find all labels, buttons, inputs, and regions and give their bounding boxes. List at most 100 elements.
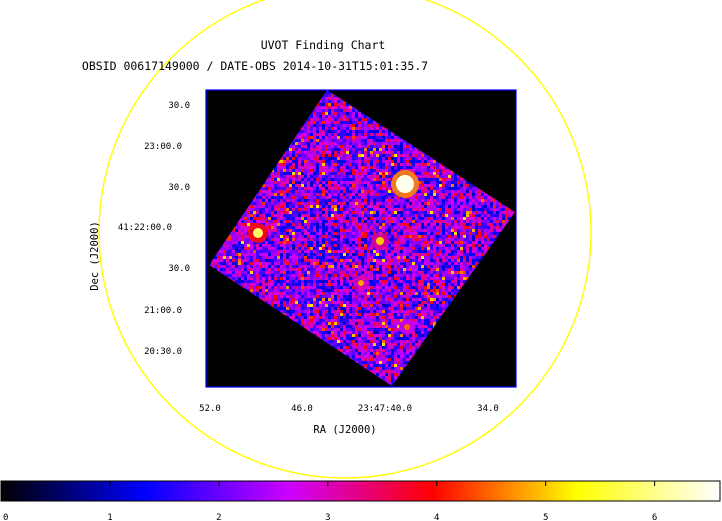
- noise-pixel: [283, 187, 286, 190]
- noise-pixel: [352, 217, 355, 220]
- noise-pixel: [316, 121, 319, 124]
- noise-pixel: [355, 151, 358, 154]
- noise-pixel: [334, 226, 337, 229]
- noise-pixel: [439, 190, 442, 193]
- noise-pixel: [352, 106, 355, 109]
- noise-pixel: [310, 190, 313, 193]
- noise-pixel: [316, 220, 319, 223]
- noise-pixel: [394, 151, 397, 154]
- noise-pixel: [472, 223, 475, 226]
- noise-pixel: [508, 217, 511, 220]
- noise-pixel: [448, 205, 451, 208]
- noise-pixel: [493, 226, 496, 229]
- noise-pixel: [337, 160, 340, 163]
- noise-pixel: [415, 205, 418, 208]
- noise-pixel: [277, 223, 280, 226]
- noise-pixel: [373, 229, 376, 232]
- noise-pixel: [403, 205, 406, 208]
- noise-pixel: [283, 217, 286, 220]
- noise-pixel: [331, 217, 334, 220]
- noise-pixel: [328, 223, 331, 226]
- noise-pixel: [277, 205, 280, 208]
- noise-pixel: [376, 145, 379, 148]
- noise-pixel: [352, 184, 355, 187]
- noise-pixel: [256, 199, 259, 202]
- noise-pixel: [385, 157, 388, 160]
- noise-pixel: [313, 142, 316, 145]
- noise-pixel: [454, 196, 457, 199]
- noise-pixel: [427, 217, 430, 220]
- noise-pixel: [343, 166, 346, 169]
- noise-pixel: [451, 214, 454, 217]
- noise-pixel: [301, 142, 304, 145]
- noise-pixel: [259, 220, 262, 223]
- noise-pixel: [430, 211, 433, 214]
- noise-pixel: [361, 214, 364, 217]
- noise-pixel: [385, 220, 388, 223]
- noise-pixel: [271, 211, 274, 214]
- noise-pixel: [334, 118, 337, 121]
- noise-pixel: [247, 226, 250, 229]
- noise-pixel: [274, 172, 277, 175]
- noise-pixel: [448, 181, 451, 184]
- noise-pixel: [460, 223, 463, 226]
- noise-pixel: [421, 190, 424, 193]
- noise-pixel: [337, 142, 340, 145]
- noise-pixel: [337, 178, 340, 181]
- noise-pixel: [367, 136, 370, 139]
- noise-pixel: [283, 205, 286, 208]
- noise-pixel: [364, 175, 367, 178]
- noise-pixel: [367, 178, 370, 181]
- noise-pixel: [361, 226, 364, 229]
- noise-pixel: [496, 220, 499, 223]
- noise-pixel: [334, 199, 337, 202]
- noise-pixel: [436, 208, 439, 211]
- noise-pixel: [385, 208, 388, 211]
- noise-pixel: [442, 178, 445, 181]
- noise-pixel: [256, 193, 259, 196]
- noise-pixel: [367, 181, 370, 184]
- noise-pixel: [334, 133, 337, 136]
- noise-pixel: [298, 175, 301, 178]
- noise-pixel: [337, 118, 340, 121]
- noise-pixel: [367, 190, 370, 193]
- noise-pixel: [439, 211, 442, 214]
- noise-pixel: [298, 190, 301, 193]
- noise-pixel: [385, 151, 388, 154]
- noise-pixel: [325, 100, 328, 103]
- noise-pixel: [301, 184, 304, 187]
- noise-pixel: [379, 178, 382, 181]
- noise-pixel: [235, 229, 238, 232]
- noise-pixel: [460, 208, 463, 211]
- noise-pixel: [370, 187, 373, 190]
- noise-pixel: [268, 190, 271, 193]
- noise-pixel: [379, 208, 382, 211]
- noise-pixel: [286, 157, 289, 160]
- noise-pixel: [439, 217, 442, 220]
- noise-pixel: [436, 226, 439, 229]
- noise-pixel: [493, 202, 496, 205]
- noise-pixel: [298, 196, 301, 199]
- noise-pixel: [280, 187, 283, 190]
- noise-pixel: [352, 196, 355, 199]
- noise-pixel: [418, 226, 421, 229]
- noise-pixel: [295, 175, 298, 178]
- noise-pixel: [352, 160, 355, 163]
- noise-pixel: [277, 229, 280, 232]
- noise-pixel: [340, 148, 343, 151]
- noise-pixel: [376, 124, 379, 127]
- noise-pixel: [319, 178, 322, 181]
- noise-pixel: [307, 121, 310, 124]
- noise-pixel: [373, 154, 376, 157]
- noise-pixel: [349, 121, 352, 124]
- noise-pixel: [310, 175, 313, 178]
- noise-pixel: [370, 157, 373, 160]
- noise-pixel: [328, 172, 331, 175]
- noise-pixel: [373, 169, 376, 172]
- noise-pixel: [394, 196, 397, 199]
- noise-pixel: [295, 226, 298, 229]
- noise-pixel: [340, 181, 343, 184]
- noise-pixel: [304, 181, 307, 184]
- noise-pixel: [271, 181, 274, 184]
- noise-pixel: [382, 217, 385, 220]
